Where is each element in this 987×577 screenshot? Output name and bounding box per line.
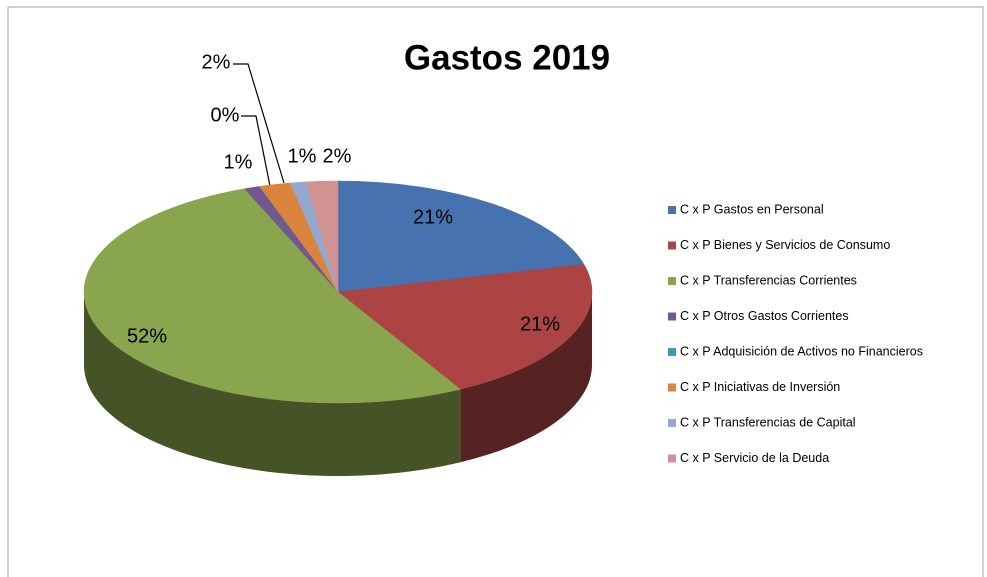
legend-label: C x P Iniciativas de Inversión (680, 380, 840, 394)
data-label: 2% (323, 145, 352, 167)
data-label: 1% (288, 145, 317, 167)
slice (83, 188, 461, 404)
slice-side (460, 292, 592, 463)
legend-label: C x P Bienes y Servicios de Consumo (680, 238, 890, 252)
legend-swatch (668, 312, 676, 321)
legend-label: C x P Transferencias de Capital (680, 415, 856, 429)
slice (337, 180, 585, 293)
slice-side (84, 292, 461, 477)
slice (337, 264, 593, 390)
legend-swatch (668, 241, 676, 250)
legend-label: C x P Otros Gastos Corrientes (680, 309, 849, 323)
legend-swatch (668, 206, 676, 214)
data-label: 0% (211, 104, 240, 126)
leader-line (233, 63, 285, 184)
slice (305, 180, 339, 293)
legend-label: C x P Adquisición de Activos no Financie… (680, 344, 923, 358)
data-label: 21% (413, 206, 453, 228)
data-label: 52% (127, 325, 167, 347)
data-label: 21% (520, 313, 560, 335)
data-label: 1% (224, 151, 253, 173)
legend-label: C x P Servicio de la Deuda (680, 451, 829, 465)
legend-label: C x P Gastos en Personal (680, 202, 824, 216)
leader-line (241, 115, 271, 187)
chart-title: Gastos 2019 (404, 38, 610, 77)
legend-label: C x P Transferencias Corrientes (680, 273, 857, 287)
legend-swatch (668, 383, 676, 392)
legend-swatch (668, 348, 676, 356)
legend-swatch (668, 419, 676, 427)
data-label: 2% (202, 51, 231, 73)
legend-swatch (668, 454, 676, 463)
legend-swatch (668, 277, 676, 285)
